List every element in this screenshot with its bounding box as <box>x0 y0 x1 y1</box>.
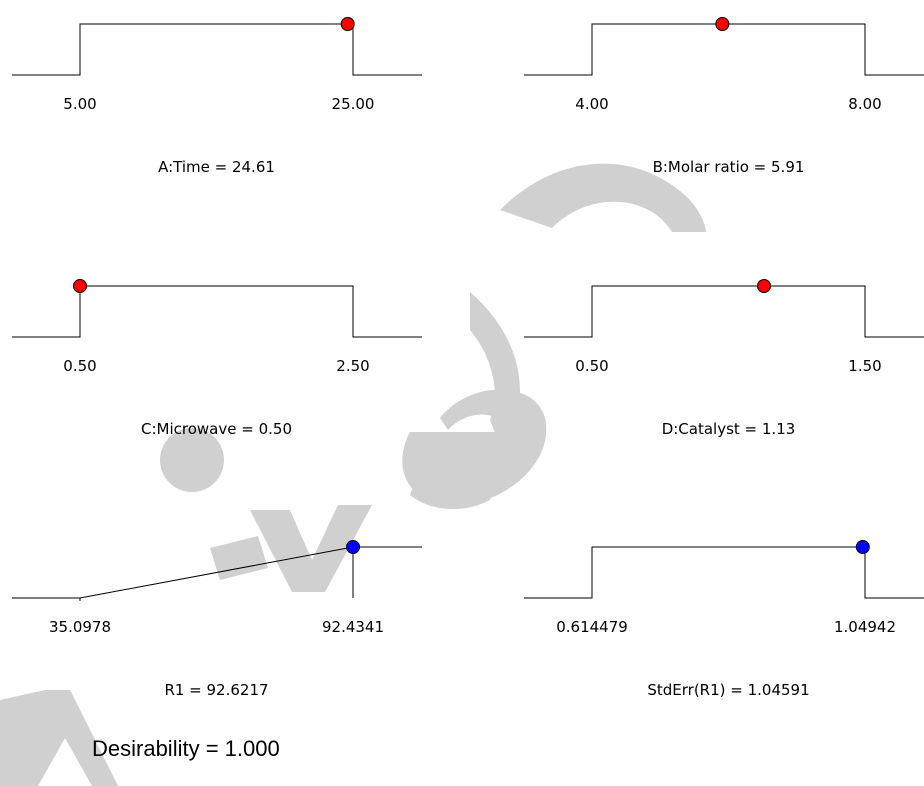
tick-label-low: 35.0978 <box>48 618 112 636</box>
watermark-letter-a <box>0 690 118 786</box>
desirability-curve <box>524 546 924 599</box>
factor-marker <box>756 279 771 293</box>
tick-label-high: 25.00 <box>331 95 375 113</box>
tick-label-high: 2.50 <box>336 357 370 375</box>
tick-label-low: 5.00 <box>63 95 97 113</box>
watermark-stroke-1 <box>500 163 706 232</box>
factor-marker <box>340 17 355 31</box>
tick-label-high: 1.50 <box>848 357 882 375</box>
panel-title: R1 = 92.6217 <box>164 681 269 699</box>
response-marker <box>346 540 360 554</box>
panel-title: StdErr(R1) = 1.04591 <box>647 681 810 699</box>
factor-marker <box>73 279 87 293</box>
desirability-curve <box>524 23 924 76</box>
desirability-curve <box>524 285 924 338</box>
tick-label-low: 0.614479 <box>556 618 628 636</box>
watermark-letter-v <box>250 505 372 592</box>
panel-title: B:Molar ratio = 5.91 <box>652 158 805 176</box>
watermark-letter-i <box>210 536 268 580</box>
tick-label-high: 92.4341 <box>321 618 385 636</box>
panel-title: D:Catalyst = 1.13 <box>661 420 796 438</box>
tick-label-high: 1.04942 <box>833 618 897 636</box>
panel-title: A:Time = 24.61 <box>158 158 275 176</box>
factor-marker <box>715 17 730 31</box>
watermark-dot <box>160 428 224 492</box>
tick-label-low: 4.00 <box>575 95 609 113</box>
desirability-label: Desirability = 1.000 <box>92 736 280 761</box>
desirability-curve <box>12 285 422 338</box>
tick-label-high: 8.00 <box>848 95 882 113</box>
tick-label-low: 0.50 <box>63 357 97 375</box>
tick-label-low: 0.50 <box>575 357 609 375</box>
panel-title: C:Microwave = 0.50 <box>141 420 292 438</box>
desirability-curve <box>12 23 422 76</box>
desirability-curve <box>12 546 422 599</box>
response-marker <box>855 540 870 554</box>
watermark-stroke-2 <box>470 292 520 445</box>
